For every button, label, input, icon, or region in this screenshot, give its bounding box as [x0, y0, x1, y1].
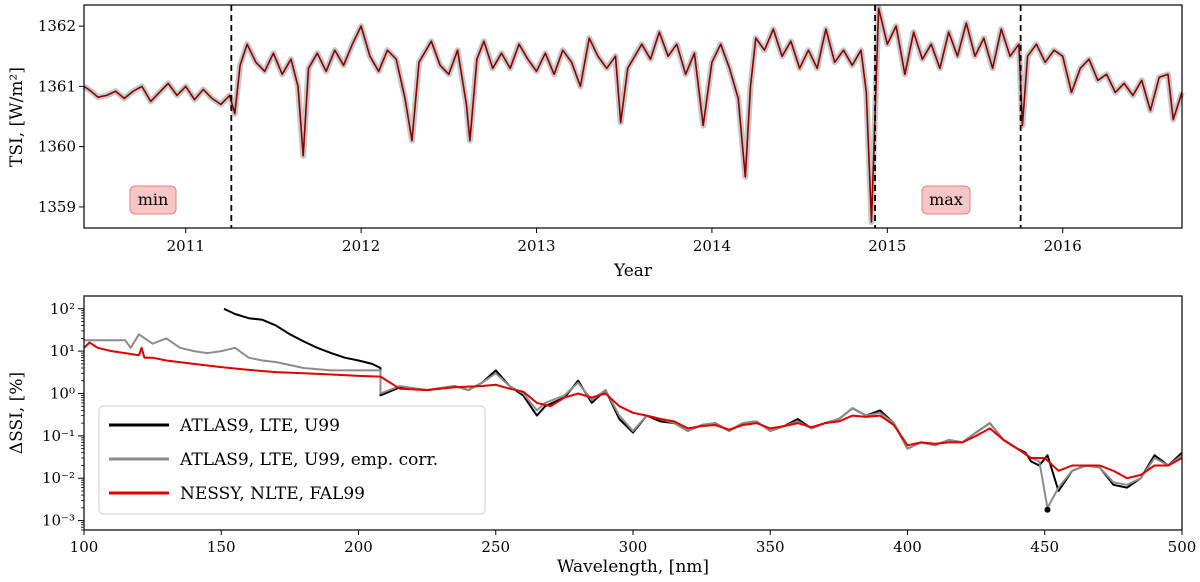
tsi-y-ticks: 1359 1360 1361 1362 [38, 17, 84, 216]
ssi-y-tick-label: 10² [50, 300, 75, 318]
tsi-y-tick-label: 1360 [38, 138, 76, 156]
min-annotation-text: min [138, 190, 169, 209]
ssi-y-tick-label: 10⁻³ [42, 512, 75, 530]
legend: ATLAS9, LTE, U99 ATLAS9, LTE, U99, emp. … [98, 405, 486, 515]
ssi-y-tick-label: 10¹ [50, 342, 75, 360]
ssi-x-tick-label: 300 [619, 538, 648, 556]
ssi-isolated-point [1044, 506, 1051, 513]
legend-entry-nessy-nlte: NESSY, NLTE, FAL99 [109, 484, 365, 504]
legend-label-nessy-nlte: NESSY, NLTE, FAL99 [180, 484, 365, 504]
ssi-x-tick-label: 350 [756, 538, 785, 556]
max-annotation-text: max [929, 190, 963, 209]
tsi-x-axis-label: Year [613, 261, 653, 281]
legend-entry-atlas9-emp-corr: ATLAS9, LTE, U99, emp. corr. [109, 450, 438, 470]
tsi-axes-frame [83, 4, 1183, 229]
ssi-nessy-nlte-line [83, 341, 1183, 480]
ssi-x-ticks: 100 150 200 250 300 350 400 450 500 [70, 530, 1197, 556]
legend-label-atlas9-emp-corr: ATLAS9, LTE, U99, emp. corr. [179, 450, 438, 470]
tsi-plot-area [82, 5, 1185, 228]
tsi-series-line [83, 7, 1183, 223]
tsi-y-tick-label: 1362 [38, 17, 76, 35]
tsi-x-tick-label: 2012 [342, 237, 380, 255]
ssi-x-tick-label: 450 [1030, 538, 1059, 556]
tsi-x-tick-label: 2015 [868, 237, 906, 255]
tsi-x-tick-label: 2014 [693, 237, 731, 255]
ssi-panel: 100 150 200 250 300 350 400 450 500 10⁻³ 10⁻² 10⁻¹… [7, 295, 1197, 577]
ssi-x-tick-label: 150 [207, 538, 236, 556]
ssi-plot-area [83, 307, 1183, 513]
ssi-x-tick-label: 200 [344, 538, 373, 556]
tsi-annotations: min max [129, 185, 971, 215]
tsi-x-ticks: 2011 2012 2013 2014 2015 2016 [167, 228, 1082, 255]
ssi-x-tick-label: 500 [1168, 538, 1197, 556]
legend-frame [98, 405, 486, 515]
tsi-x-tick-label: 2016 [1044, 237, 1082, 255]
ssi-y-axis-label: ΔSSI, [%] [7, 372, 27, 454]
legend-label-atlas9-lte: ATLAS9, LTE, U99 [179, 416, 340, 436]
ssi-x-tick-label: 250 [481, 538, 510, 556]
ssi-x-tick-label: 100 [70, 538, 99, 556]
ssi-x-tick-label: 400 [893, 538, 922, 556]
legend-entry-atlas9-lte: ATLAS9, LTE, U99 [109, 416, 340, 436]
min-annotation-box: min [129, 185, 177, 215]
tsi-y-axis-label: TSI, [W/m²] [7, 67, 27, 167]
ssi-y-tick-label: 10⁻² [42, 469, 75, 487]
tsi-x-tick-label: 2011 [167, 237, 205, 255]
max-annotation-box: max [921, 185, 971, 215]
ssi-y-tick-label: 10⁻¹ [42, 427, 75, 445]
tsi-uncertainty-band [82, 5, 1185, 225]
ssi-y-ticks: 10⁻³ 10⁻² 10⁻¹ 10⁰ 10¹ 10² [42, 300, 84, 531]
ssi-x-axis-label: Wavelength, [nm] [557, 557, 709, 577]
tsi-y-tick-label: 1359 [38, 198, 76, 216]
tsi-panel: 2011 2012 2013 2014 2015 2016 1359 1360 1361 136… [7, 4, 1185, 281]
tsi-x-tick-label: 2013 [517, 237, 555, 255]
tsi-y-tick-label: 1361 [38, 77, 76, 95]
ssi-y-tick-label: 10⁰ [50, 384, 75, 402]
